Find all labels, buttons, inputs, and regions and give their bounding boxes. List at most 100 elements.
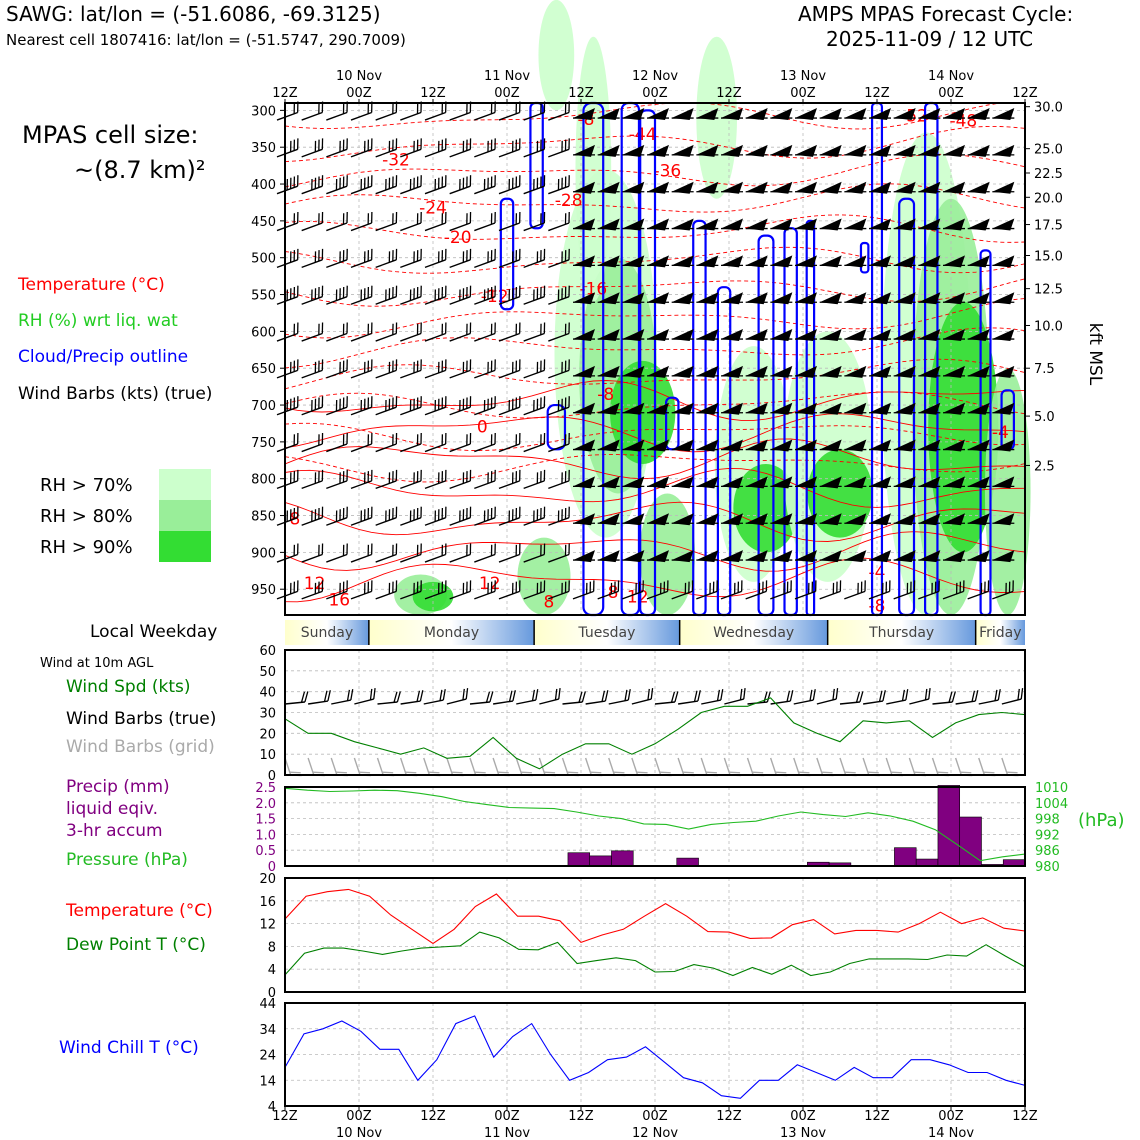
top-hour-label: 12Z — [864, 86, 890, 101]
wind-flag-barb — [869, 550, 891, 563]
wind-flag-barb — [721, 181, 743, 194]
weekday-name: Tuesday — [577, 625, 635, 641]
wind-flag-barb — [573, 292, 595, 305]
wind-flag-barb — [869, 439, 891, 452]
temperature-contour-label: -28 — [555, 191, 583, 211]
forecast-cycle-title: AMPS MPAS Forecast Cycle: — [798, 2, 1074, 26]
weekday-label: Local Weekday — [90, 622, 218, 642]
wind-chill-legend: Wind Chill T (°C) — [59, 1038, 199, 1058]
wind-flag-barb — [770, 439, 793, 452]
temperature-contour-label: -52 — [900, 106, 928, 126]
wind-flag-barb — [893, 402, 916, 415]
surface-grid-barb-feather — [705, 771, 717, 774]
top-hour-label: 12Z — [1012, 86, 1038, 101]
surface-wind-barb-feather — [624, 689, 628, 701]
wind-speed-line — [284, 697, 1026, 770]
top-hour-label: 12Z — [568, 86, 594, 101]
pressure-tick-label: 998 — [1035, 813, 1060, 828]
wind-flag-barb — [943, 218, 965, 231]
surface-grid-barb-feather — [312, 771, 324, 774]
bottom-hour-label: 00Z — [790, 1109, 816, 1124]
wind-flag-barb — [869, 402, 891, 415]
surface-wind-barb-feather — [766, 691, 771, 703]
height-tick-label: 15.0 — [1034, 249, 1063, 264]
weekday-band — [534, 620, 680, 645]
surface-wind-barb-feather — [369, 688, 373, 700]
wind-flag-barb — [647, 402, 669, 415]
forecast-cycle-date: 2025-11-09 / 12 UTC — [826, 27, 1034, 51]
surface-grid-barb-feather — [382, 771, 394, 774]
legend-rh90-swatch — [159, 531, 211, 562]
wind-flag-barb — [597, 108, 620, 121]
surface-grid-barb-feather — [682, 771, 694, 774]
wind-flag-barb — [597, 402, 620, 415]
wind-flag-barb — [573, 402, 595, 415]
surface-grid-barb-feather — [405, 771, 417, 774]
wind-flag-barb — [622, 181, 645, 194]
wind-flag-barb — [770, 181, 793, 194]
wind-flag-barb — [622, 402, 645, 415]
station-title: SAWG: lat/lon = (-51.6086, -69.3125) — [6, 2, 381, 26]
pressure-tick-label: 980 — [1035, 860, 1060, 875]
top-date-label: 13 Nov — [780, 69, 826, 84]
surface-grid-barb-feather — [867, 771, 879, 774]
wind-flag-barb — [918, 144, 941, 157]
wind-flag-barb — [745, 218, 768, 231]
wind-flag-barb — [943, 365, 965, 378]
wind-flag-barb — [597, 365, 620, 378]
wind-flag-barb — [967, 144, 990, 157]
wind-flag-barb — [992, 439, 1015, 452]
bottom-hour-label: 00Z — [938, 1109, 964, 1124]
bottom-hour-label: 00Z — [494, 1109, 520, 1124]
wind-flag-barb — [647, 218, 669, 231]
surface-wind-barb-feather — [323, 690, 328, 702]
wind-flag-barb — [597, 218, 620, 231]
temperature-contour-label: 12 — [304, 574, 326, 594]
wind-flag-barb — [795, 255, 817, 268]
legend-wind: Wind Barbs (kts) (true) — [18, 384, 213, 404]
wind-flag-barb — [647, 513, 669, 526]
bottom-hour-label: 12Z — [716, 1109, 742, 1124]
wind-flag-barb — [745, 402, 768, 415]
height-tick-label: 25.0 — [1034, 143, 1063, 158]
weekday-name: Thursday — [868, 625, 934, 641]
wind-flag-barb — [597, 476, 620, 489]
wind-flag-barb — [844, 513, 867, 526]
wind-flag-barb — [671, 292, 694, 305]
wind-tick-label: 10 — [259, 748, 276, 763]
wind-flag-barb — [671, 550, 694, 563]
temperature-contour-label: -16 — [579, 280, 607, 300]
surface-wind-barb-feather — [346, 689, 351, 701]
wind-flag-barb — [770, 255, 793, 268]
wind-flag-barb — [967, 365, 990, 378]
wind-flag-barb — [819, 402, 842, 415]
wind-flag-barb — [770, 292, 793, 305]
wind-flag-barb — [844, 476, 867, 489]
height-tick-label: 10.0 — [1034, 319, 1063, 334]
surface-grid-barb-feather — [983, 771, 995, 774]
wind-flag-barb — [770, 144, 793, 157]
pressure-tick-label: 1004 — [1035, 797, 1068, 812]
wind-flag-barb — [943, 329, 965, 342]
wind-flag-barb — [671, 144, 694, 157]
dewpoint-legend: Dew Point T (°C) — [66, 935, 206, 955]
weekday-name: Monday — [424, 625, 479, 641]
wind-flag-barb — [721, 218, 743, 231]
temp-tick-label: 8 — [268, 940, 276, 955]
surface-wind-barb-feather — [901, 689, 906, 701]
wind-flag-barb — [696, 144, 719, 157]
surface-wind-barb-feather — [393, 691, 398, 703]
wind-flag-barb — [573, 144, 595, 157]
weekday-band — [975, 620, 1025, 645]
wind-flag-barb — [893, 550, 916, 563]
bottom-hour-label: 12Z — [1012, 1109, 1038, 1124]
wind-flag-barb — [622, 144, 645, 157]
wind-flag-barb — [770, 365, 793, 378]
wind-flag-barb — [721, 108, 743, 121]
top-hour-label: 00Z — [938, 86, 964, 101]
wind-flag-barb — [770, 513, 793, 526]
wind-flag-barb — [844, 292, 867, 305]
legend-rh80-swatch — [159, 500, 211, 531]
precip-tick-label: 0 — [268, 860, 276, 875]
temperature-contour-label: -8 — [597, 385, 614, 405]
